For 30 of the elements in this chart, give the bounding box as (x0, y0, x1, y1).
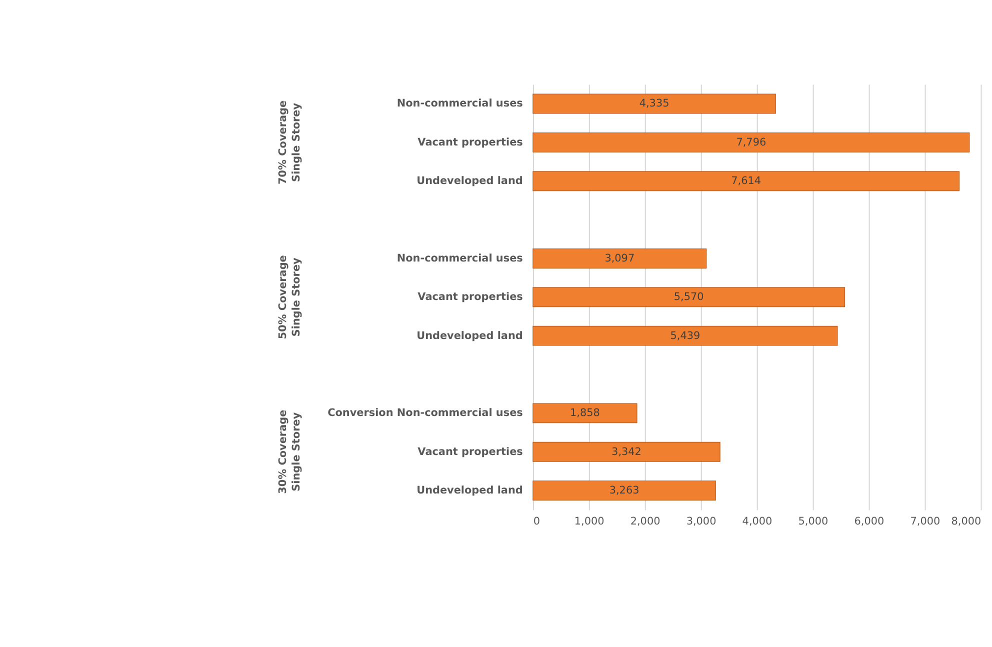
data-label: 7,796 (736, 136, 766, 148)
y-tick-label: Vacant properties (418, 136, 523, 148)
x-tick-label: 1,000 (574, 515, 604, 528)
data-label: 5,439 (670, 330, 700, 342)
x-tick-label: 6,000 (854, 515, 884, 528)
data-label: 4,335 (639, 98, 670, 110)
y-tick-label: Undeveloped land (416, 330, 523, 342)
data-label: 1,858 (570, 407, 600, 420)
text: 70% Coverage Single Storey (276, 100, 302, 184)
x-tick-label: 2,000 (630, 515, 660, 528)
data-label: 3,097 (604, 252, 635, 264)
text: 30% Coverage Single Storey (276, 410, 302, 494)
y-tick-label: Conversion Non-commercial uses (328, 407, 523, 420)
data-label: 3,342 (612, 446, 642, 458)
data-label: 7,614 (731, 175, 762, 188)
y-tick-label: Undeveloped land (416, 484, 523, 497)
x-tick-label: 7,000 (910, 515, 940, 528)
data-label: 5,570 (674, 291, 704, 304)
text: 50% Coverage Single Storey (276, 255, 302, 340)
x-tick-label: 8,000 (951, 515, 982, 528)
data-label: 3,263 (609, 484, 640, 497)
x-tick-label: 4,000 (742, 515, 772, 528)
x-tick-label: 3,000 (686, 515, 716, 528)
y-tick-label: Vacant properties (418, 446, 523, 458)
y-tick-label: Non-commercial uses (396, 252, 523, 264)
y-tick-label: Vacant properties (418, 291, 523, 304)
y-tick-label: Non-commercial uses (396, 98, 523, 110)
x-tick-label: 0 (533, 515, 540, 528)
x-tick-label: 5,000 (798, 515, 828, 528)
y-tick-label: Undeveloped land (416, 175, 523, 188)
